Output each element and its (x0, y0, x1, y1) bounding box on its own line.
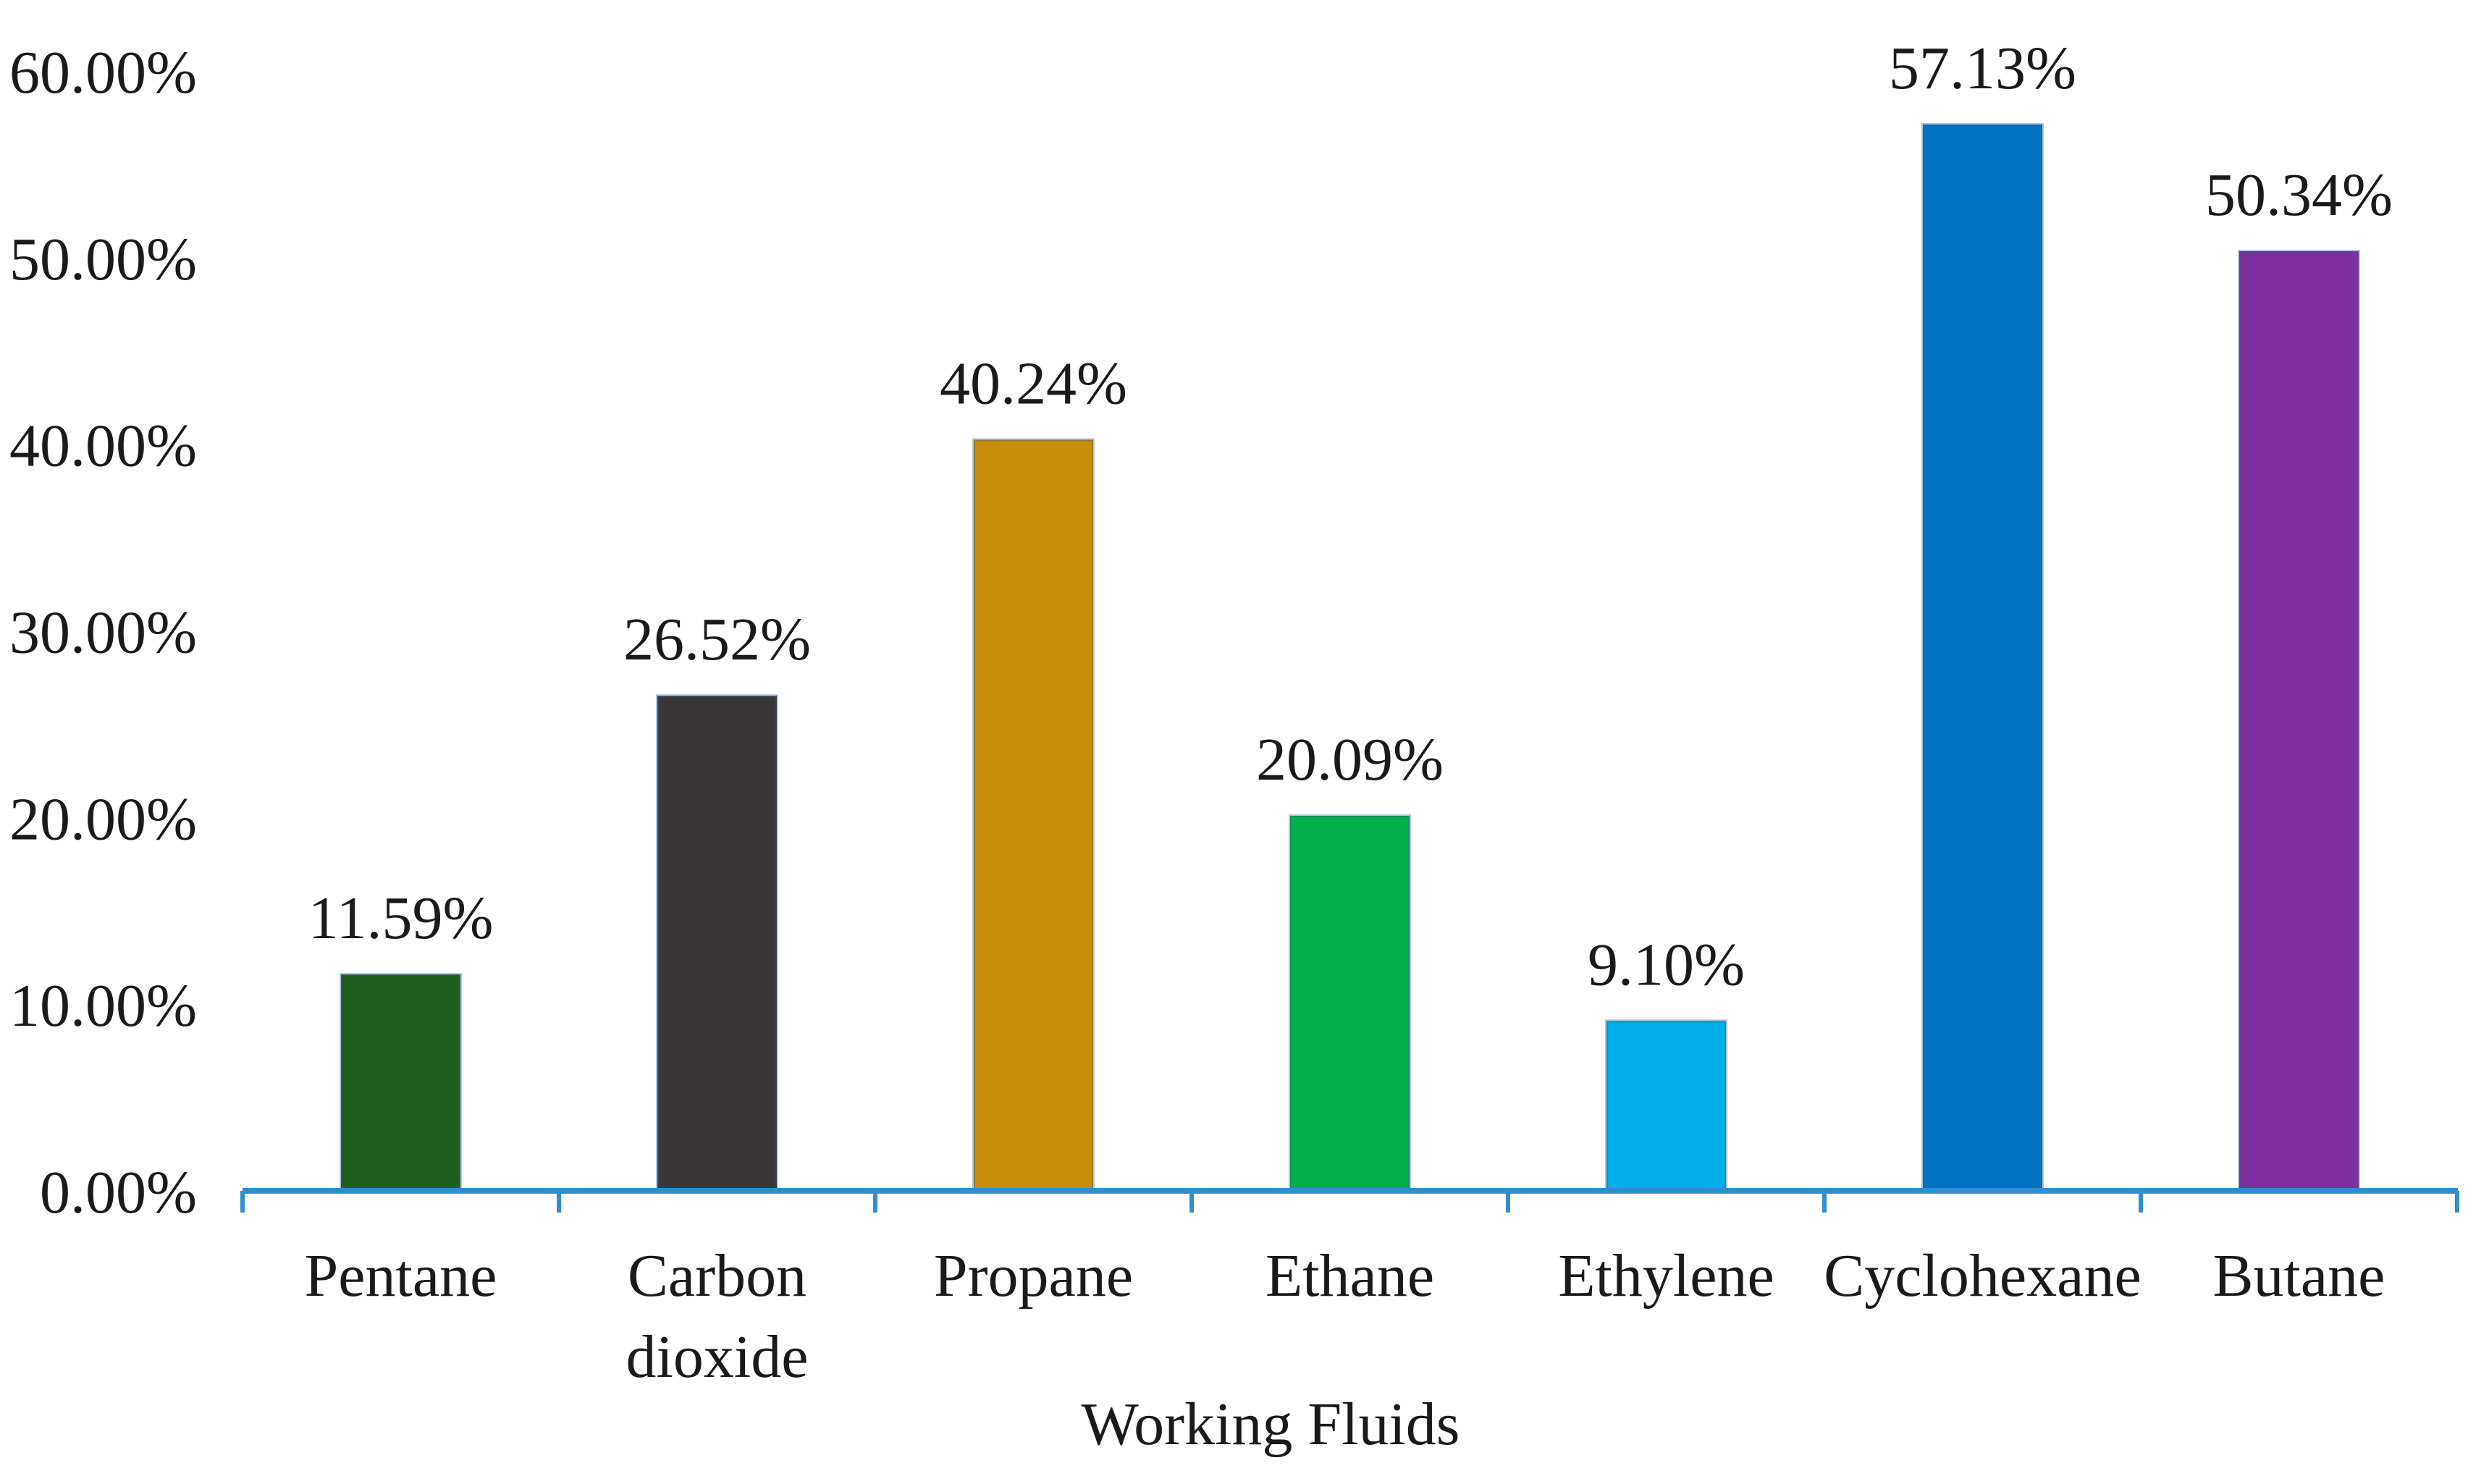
data-label: 50.34% (2205, 161, 2393, 229)
bar (972, 438, 1095, 1192)
y-tick-label: 20.00% (9, 785, 197, 853)
category-label: dioxide (626, 1323, 809, 1391)
bar (1289, 814, 1411, 1192)
y-tick-label: 30.00% (9, 599, 197, 667)
category-label: Propane (934, 1242, 1133, 1310)
y-tick-label: 0.00% (40, 1159, 197, 1226)
data-label: 20.09% (1256, 726, 1444, 793)
y-tick-label: 40.00% (9, 413, 197, 480)
category-label: Carbon (628, 1242, 806, 1310)
data-label: 26.52% (623, 606, 811, 673)
data-label: 57.13% (1889, 35, 2076, 102)
category-label: Pentane (305, 1242, 497, 1310)
data-label: 11.59% (308, 885, 494, 952)
y-axis: 0.00% 10.00% 20.00% 30.00% 40.00% 50.00% 60.00… (9, 39, 197, 1226)
bar (2238, 250, 2360, 1192)
bar (656, 694, 778, 1192)
bar (1921, 122, 2044, 1192)
category-label: Ethane (1265, 1242, 1434, 1310)
category-label: Cyclohexane (1824, 1242, 2141, 1310)
x-axis (240, 1188, 2459, 1213)
bars: 11.59% 26.52% 40.24% 20.09% 9.10% 57.13% 50.34… (308, 35, 2393, 1193)
category-label: Butane (2213, 1242, 2385, 1310)
y-tick-label: 10.00% (9, 972, 197, 1040)
data-label: 40.24% (940, 350, 1127, 417)
y-tick-label: 60.00% (9, 39, 197, 106)
bar (340, 973, 462, 1192)
category-label: Ethylene (1558, 1242, 1774, 1310)
data-label: 9.10% (1588, 931, 1745, 998)
y-tick-label: 50.00% (9, 226, 197, 293)
bar (1605, 1019, 1727, 1193)
x-axis-title: Working Fluids (1082, 1391, 1460, 1458)
category-labels: Pentane Carbon dioxide Propane Ethane Ethylen… (305, 1242, 2385, 1391)
